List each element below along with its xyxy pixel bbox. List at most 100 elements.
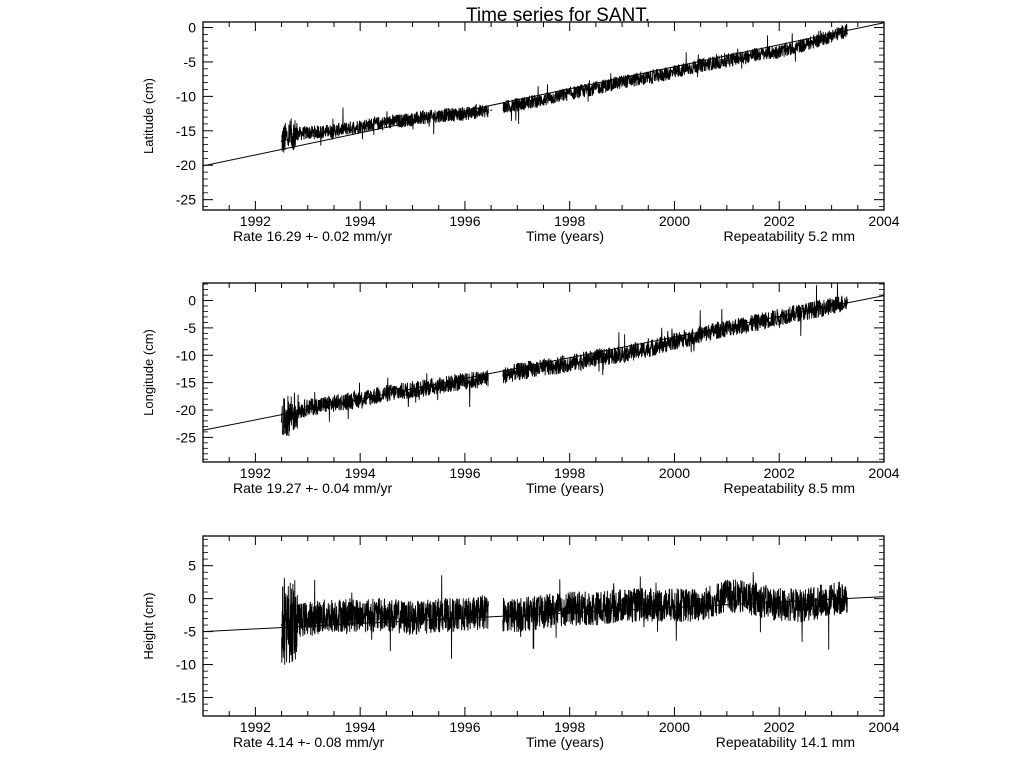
- height-data-point: [647, 604, 650, 607]
- latitude-data-point: [306, 132, 309, 134]
- longitude-data-point: [385, 392, 388, 395]
- latitude-x-tick-label: 2002: [764, 213, 795, 229]
- longitude-data-point: [804, 310, 807, 313]
- latitude-data-point: [752, 54, 754, 56]
- longitude-series-line: [281, 283, 848, 437]
- latitude-panel: 1992 1994 1996 1998 2000 2002 2004 0 -5 -10 -15 -20…: [141, 20, 900, 244]
- latitude-y-axis-label: Latitude (cm): [141, 78, 156, 154]
- longitude-repeatability-text: Repeatability 8.5 mm: [723, 480, 855, 496]
- longitude-data-point: [506, 374, 508, 376]
- longitude-y-axis-label: Longitude (cm): [141, 329, 156, 416]
- height-series-line: [281, 572, 848, 665]
- longitude-data-point: [846, 301, 849, 303]
- height-data-point: [673, 604, 676, 607]
- latitude-x-tick-label: 2004: [868, 213, 899, 229]
- height-y-tick-label: -15: [176, 690, 196, 706]
- latitude-data-point: [437, 114, 440, 117]
- latitude-y-tick-label: -5: [184, 54, 197, 70]
- longitude-y-tick-label: -5: [184, 320, 197, 336]
- latitude-data-point: [516, 103, 519, 106]
- height-data-point: [516, 614, 519, 616]
- latitude-repeatability-text: Repeatability 5.2 mm: [723, 228, 855, 244]
- longitude-data-point: [752, 322, 754, 325]
- latitude-data-point: [490, 109, 492, 111]
- longitude-y-tick-label: 0: [188, 293, 196, 309]
- latitude-data-point: [830, 34, 833, 37]
- longitude-data-point: [359, 398, 361, 400]
- height-data-point: [726, 594, 728, 597]
- height-data-point: [385, 614, 388, 616]
- height-y-tick-label: -5: [184, 624, 197, 640]
- height-data-point: [485, 611, 487, 613]
- longitude-data-point: [830, 305, 833, 307]
- longitude-x-tick-label: 2000: [659, 465, 690, 481]
- longitude-y-tick-label: -10: [176, 347, 196, 363]
- longitude-data-point: [699, 333, 702, 336]
- latitude-x-tick-label: 1996: [449, 213, 480, 229]
- latitude-rate-text: Rate 16.29 +- 0.02 mm/yr: [233, 228, 392, 244]
- latitude-data-point: [726, 59, 728, 62]
- height-x-tick-label: 1994: [345, 719, 376, 735]
- latitude-x-tick-label: 1994: [345, 213, 376, 229]
- height-data-group: [203, 572, 884, 665]
- chart-title: Time series for SANT.: [466, 5, 650, 26]
- height-data-point: [306, 617, 309, 620]
- longitude-data-point: [778, 316, 781, 318]
- longitude-y-tick-label: -15: [176, 375, 196, 391]
- latitude-data-point: [778, 50, 781, 53]
- longitude-data-point: [726, 327, 728, 329]
- latitude-y-tick-label: -10: [176, 88, 196, 104]
- longitude-x-tick-label: 1992: [240, 465, 271, 481]
- latitude-x-tick-label: 1992: [240, 213, 271, 229]
- latitude-x-tick-label: 1998: [554, 213, 585, 229]
- longitude-data-point: [306, 406, 309, 409]
- longitude-data-point: [568, 362, 571, 365]
- height-y-tick-label: 0: [188, 591, 196, 607]
- longitude-data-point: [542, 367, 545, 369]
- latitude-data-point: [673, 71, 676, 74]
- latitude-data-point: [621, 81, 623, 83]
- height-data-point: [437, 614, 440, 616]
- latitude-data-point: [359, 125, 361, 127]
- height-x-tick-label: 2002: [764, 719, 795, 735]
- latitude-data-group: [203, 22, 884, 167]
- height-data-point: [333, 614, 335, 616]
- height-repeatability-text: Repeatability 14.1 mm: [716, 734, 855, 750]
- longitude-data-point: [647, 347, 650, 350]
- longitude-data-point: [673, 340, 676, 343]
- longitude-y-tick-label: -20: [176, 402, 196, 418]
- longitude-data-point: [291, 411, 293, 414]
- height-data-point: [830, 597, 833, 600]
- longitude-data-point: [280, 420, 283, 422]
- height-x-tick-label: 1996: [449, 719, 480, 735]
- latitude-data-point: [411, 118, 414, 120]
- height-x-tick-label: 2000: [659, 719, 690, 735]
- height-x-tick-label: 1998: [554, 719, 585, 735]
- height-data-point: [464, 614, 466, 616]
- latitude-x-axis-label: Time (years): [526, 228, 604, 244]
- longitude-data-point: [516, 370, 519, 373]
- longitude-panel: 1992 1994 1996 1998 2000 2002 2004 0 -5 -10 -15 -20…: [141, 282, 900, 496]
- latitude-y-tick-label: -20: [176, 157, 196, 173]
- latitude-y-tick-label: -25: [176, 192, 196, 208]
- longitude-x-axis-label: Time (years): [526, 480, 604, 496]
- height-data-point: [778, 604, 781, 607]
- height-data-point: [752, 597, 754, 600]
- longitude-x-tick-label: 1996: [449, 465, 480, 481]
- height-data-point: [411, 617, 414, 620]
- longitude-x-tick-label: 2002: [764, 465, 795, 481]
- longitude-rate-text: Rate 19.27 +- 0.04 mm/yr: [233, 480, 392, 496]
- height-y-tick-label: -10: [176, 657, 196, 673]
- latitude-data-point: [280, 140, 283, 142]
- longitude-data-point: [485, 377, 487, 380]
- height-x-tick-label: 2004: [868, 719, 899, 735]
- height-data-point: [359, 614, 361, 616]
- latitude-x-tick-label: 2000: [659, 213, 690, 229]
- latitude-y-tick-label: -15: [176, 123, 196, 139]
- height-data-point: [568, 607, 571, 610]
- longitude-data-point: [464, 380, 466, 383]
- latitude-data-point: [647, 76, 650, 79]
- height-data-point: [506, 614, 508, 616]
- longitude-data-point: [437, 384, 440, 387]
